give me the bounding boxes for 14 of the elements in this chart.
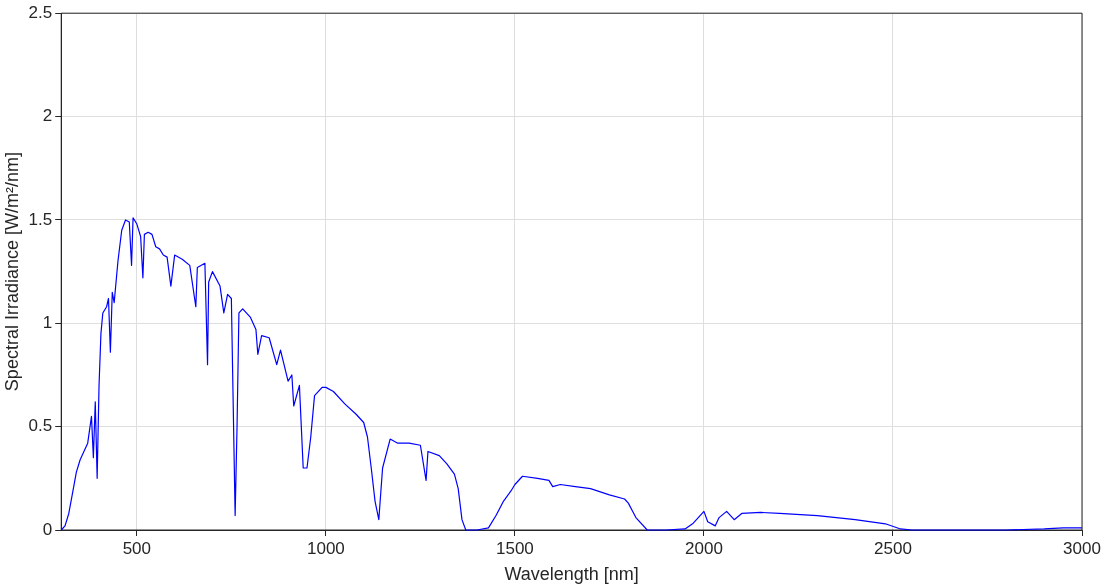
y-axis-title: Spectral Irradiance [W/m²/nm] bbox=[1, 152, 22, 392]
y-tick-label: 1.5 bbox=[28, 209, 53, 229]
x-tick-label: 1500 bbox=[495, 538, 534, 558]
y-tick-label: 2.5 bbox=[28, 2, 53, 22]
x-tick-label: 2000 bbox=[685, 538, 723, 558]
x-tick-label: 3000 bbox=[1063, 538, 1101, 558]
x-tick-label: 2500 bbox=[874, 538, 912, 558]
y-tick-label: 0.5 bbox=[28, 416, 53, 436]
y-tick-label: 0 bbox=[42, 519, 53, 539]
x-tick-label: 1000 bbox=[306, 538, 345, 558]
y-tick-label: 2 bbox=[42, 106, 53, 126]
x-tick-label: 500 bbox=[122, 538, 152, 558]
y-tick-label: 1 bbox=[42, 312, 53, 332]
x-axis-title: Wavelength [nm] bbox=[504, 564, 639, 585]
